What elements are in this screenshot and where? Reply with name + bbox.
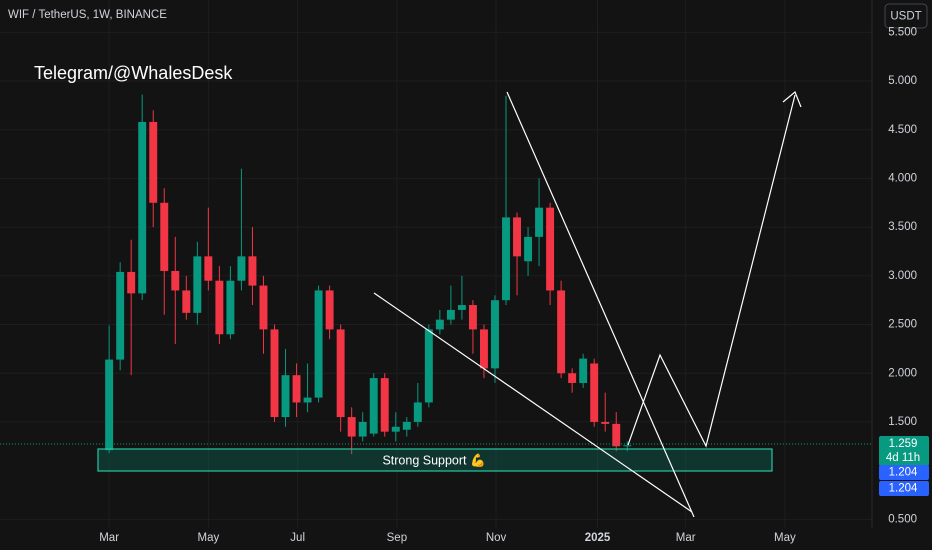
candle-body: [546, 207, 555, 291]
candle-body: [358, 421, 367, 437]
candle-body: [259, 285, 268, 330]
y-tick-label: 2.000: [888, 367, 917, 379]
x-tick-label: Sep: [387, 532, 407, 544]
candle-body: [380, 378, 389, 432]
candle-body: [303, 397, 312, 403]
trend-line: [506, 91, 695, 518]
price-label: 1.204: [889, 467, 918, 479]
last-price-box: [879, 436, 929, 466]
x-tick-label: May: [197, 532, 219, 544]
candle-body: [281, 375, 290, 418]
candle-body: [590, 363, 599, 422]
symbol-title: WIF / TetherUS, 1W, BINANCE: [8, 9, 167, 21]
projection-path: [627, 94, 796, 448]
x-tick-label: 2025: [585, 532, 611, 544]
y-tick-label: 5.000: [888, 75, 917, 87]
candle-body: [138, 121, 147, 294]
candle-body: [468, 305, 477, 330]
price-label: 1.204: [889, 483, 918, 495]
candle-body: [347, 417, 356, 437]
candle-body: [127, 271, 136, 294]
candle-body: [413, 402, 422, 422]
candle-body: [237, 256, 246, 281]
support-zone: [97, 448, 773, 472]
candle-body: [182, 290, 191, 313]
price-box: [879, 481, 929, 496]
candle-body: [314, 290, 323, 398]
candle-body: [457, 305, 466, 310]
candle-body: [513, 217, 521, 257]
candle-body: [402, 421, 411, 430]
y-tick-label: 2.500: [888, 319, 917, 331]
candles: [105, 94, 632, 455]
candle-body: [215, 280, 224, 335]
candle-body: [325, 290, 334, 330]
candle-body: [270, 329, 279, 418]
candle-body: [579, 358, 588, 383]
x-tick-label: Mar: [99, 532, 119, 544]
candle-body: [204, 256, 213, 281]
watermark: Telegram/@WhalesDesk: [34, 63, 233, 83]
candle-body: [424, 329, 433, 403]
y-tick-label: 4.500: [888, 124, 917, 136]
candle-body: [292, 375, 301, 403]
support-label: Strong Support 💪: [382, 452, 485, 467]
candle-body: [568, 373, 577, 383]
candle-body: [116, 271, 125, 360]
y-tick-label: 3.500: [888, 221, 917, 233]
candle-body: [248, 256, 257, 286]
x-tick-label: Nov: [486, 532, 507, 544]
candle-body: [435, 319, 444, 330]
candle-body: [557, 290, 566, 374]
y-tick-label: 3.000: [888, 270, 917, 282]
candle-body: [105, 359, 114, 451]
candle-body: [160, 202, 169, 271]
x-tick-label: May: [774, 532, 796, 544]
y-tick-label: 1.500: [888, 416, 917, 428]
countdown: 4d 11h: [886, 452, 920, 464]
candle-body: [446, 309, 455, 320]
candle-body: [623, 445, 632, 447]
candle-body: [226, 280, 235, 335]
y-tick-label: 0.500: [888, 513, 917, 525]
candle-body: [391, 426, 400, 432]
price-box: [879, 465, 929, 480]
candle-body: [502, 217, 510, 301]
currency-label[interactable]: USDT: [890, 11, 921, 23]
trend-line: [373, 292, 693, 513]
candle-body: [612, 423, 621, 447]
candle-body: [149, 121, 158, 203]
y-tick-label: 4.000: [888, 172, 917, 184]
currency-button[interactable]: [884, 3, 928, 29]
candle-body: [491, 300, 499, 369]
candle-body: [535, 207, 544, 237]
candle-body: [479, 329, 488, 369]
arrow-head: [782, 91, 802, 108]
candle-body: [601, 421, 610, 424]
x-tick-label: Jul: [290, 532, 305, 544]
axis-layer: 0.500 1.500 2.000 2.500 3.000 3.500 4.000 4.500…: [99, 26, 917, 544]
candle-body: [336, 329, 345, 418]
last-price: 1.259: [889, 438, 918, 450]
y-tick-label: 5.500: [888, 26, 917, 38]
candle-body: [369, 378, 378, 434]
candle-body: [524, 236, 533, 262]
candle-body: [171, 270, 180, 291]
x-tick-label: Mar: [676, 532, 696, 544]
candle-body: [193, 256, 202, 313]
